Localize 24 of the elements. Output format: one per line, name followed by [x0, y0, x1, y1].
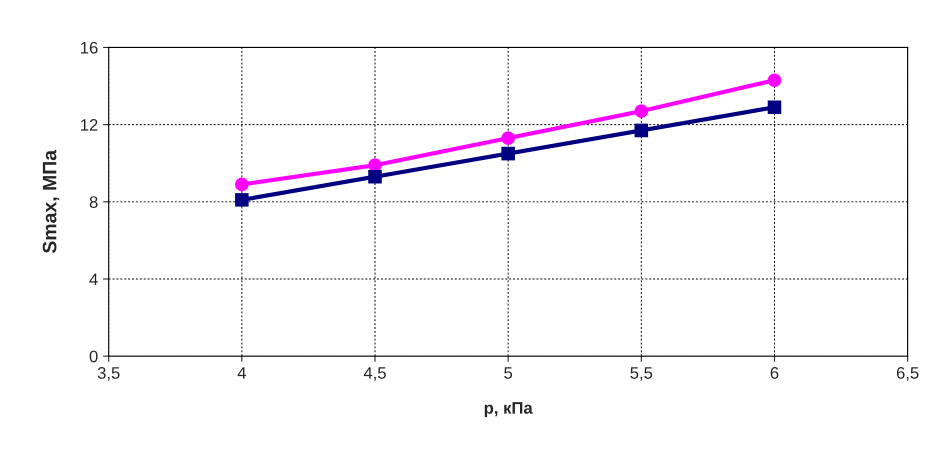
point [768, 73, 782, 88]
point [501, 131, 515, 145]
point [235, 193, 249, 207]
x-axis-title: p, кПа [484, 402, 533, 418]
x-tick-label: 5,5 [630, 367, 652, 381]
point [501, 146, 515, 160]
y-tick-label: 0 [90, 350, 98, 362]
x-tick-label: 6,5 [896, 367, 919, 381]
x-tick-label: 4 [238, 367, 246, 379]
x-tick-label: 3,5 [98, 367, 120, 381]
point [634, 104, 648, 118]
y-axis-title: Smax, МПа [42, 150, 60, 254]
x-tick-label: 6 [770, 367, 778, 379]
point [235, 178, 249, 192]
x-tick-label: 4,5 [364, 367, 386, 381]
y-tick-label: 8 [90, 196, 98, 208]
y-tick-label: 16 [81, 42, 98, 54]
x-tick-label: 5 [504, 367, 512, 379]
point [368, 158, 382, 172]
y-tick-label: 4 [89, 274, 98, 286]
point [768, 100, 782, 114]
y-tick-label: 12 [81, 119, 98, 131]
point [368, 170, 382, 184]
point [634, 124, 648, 138]
